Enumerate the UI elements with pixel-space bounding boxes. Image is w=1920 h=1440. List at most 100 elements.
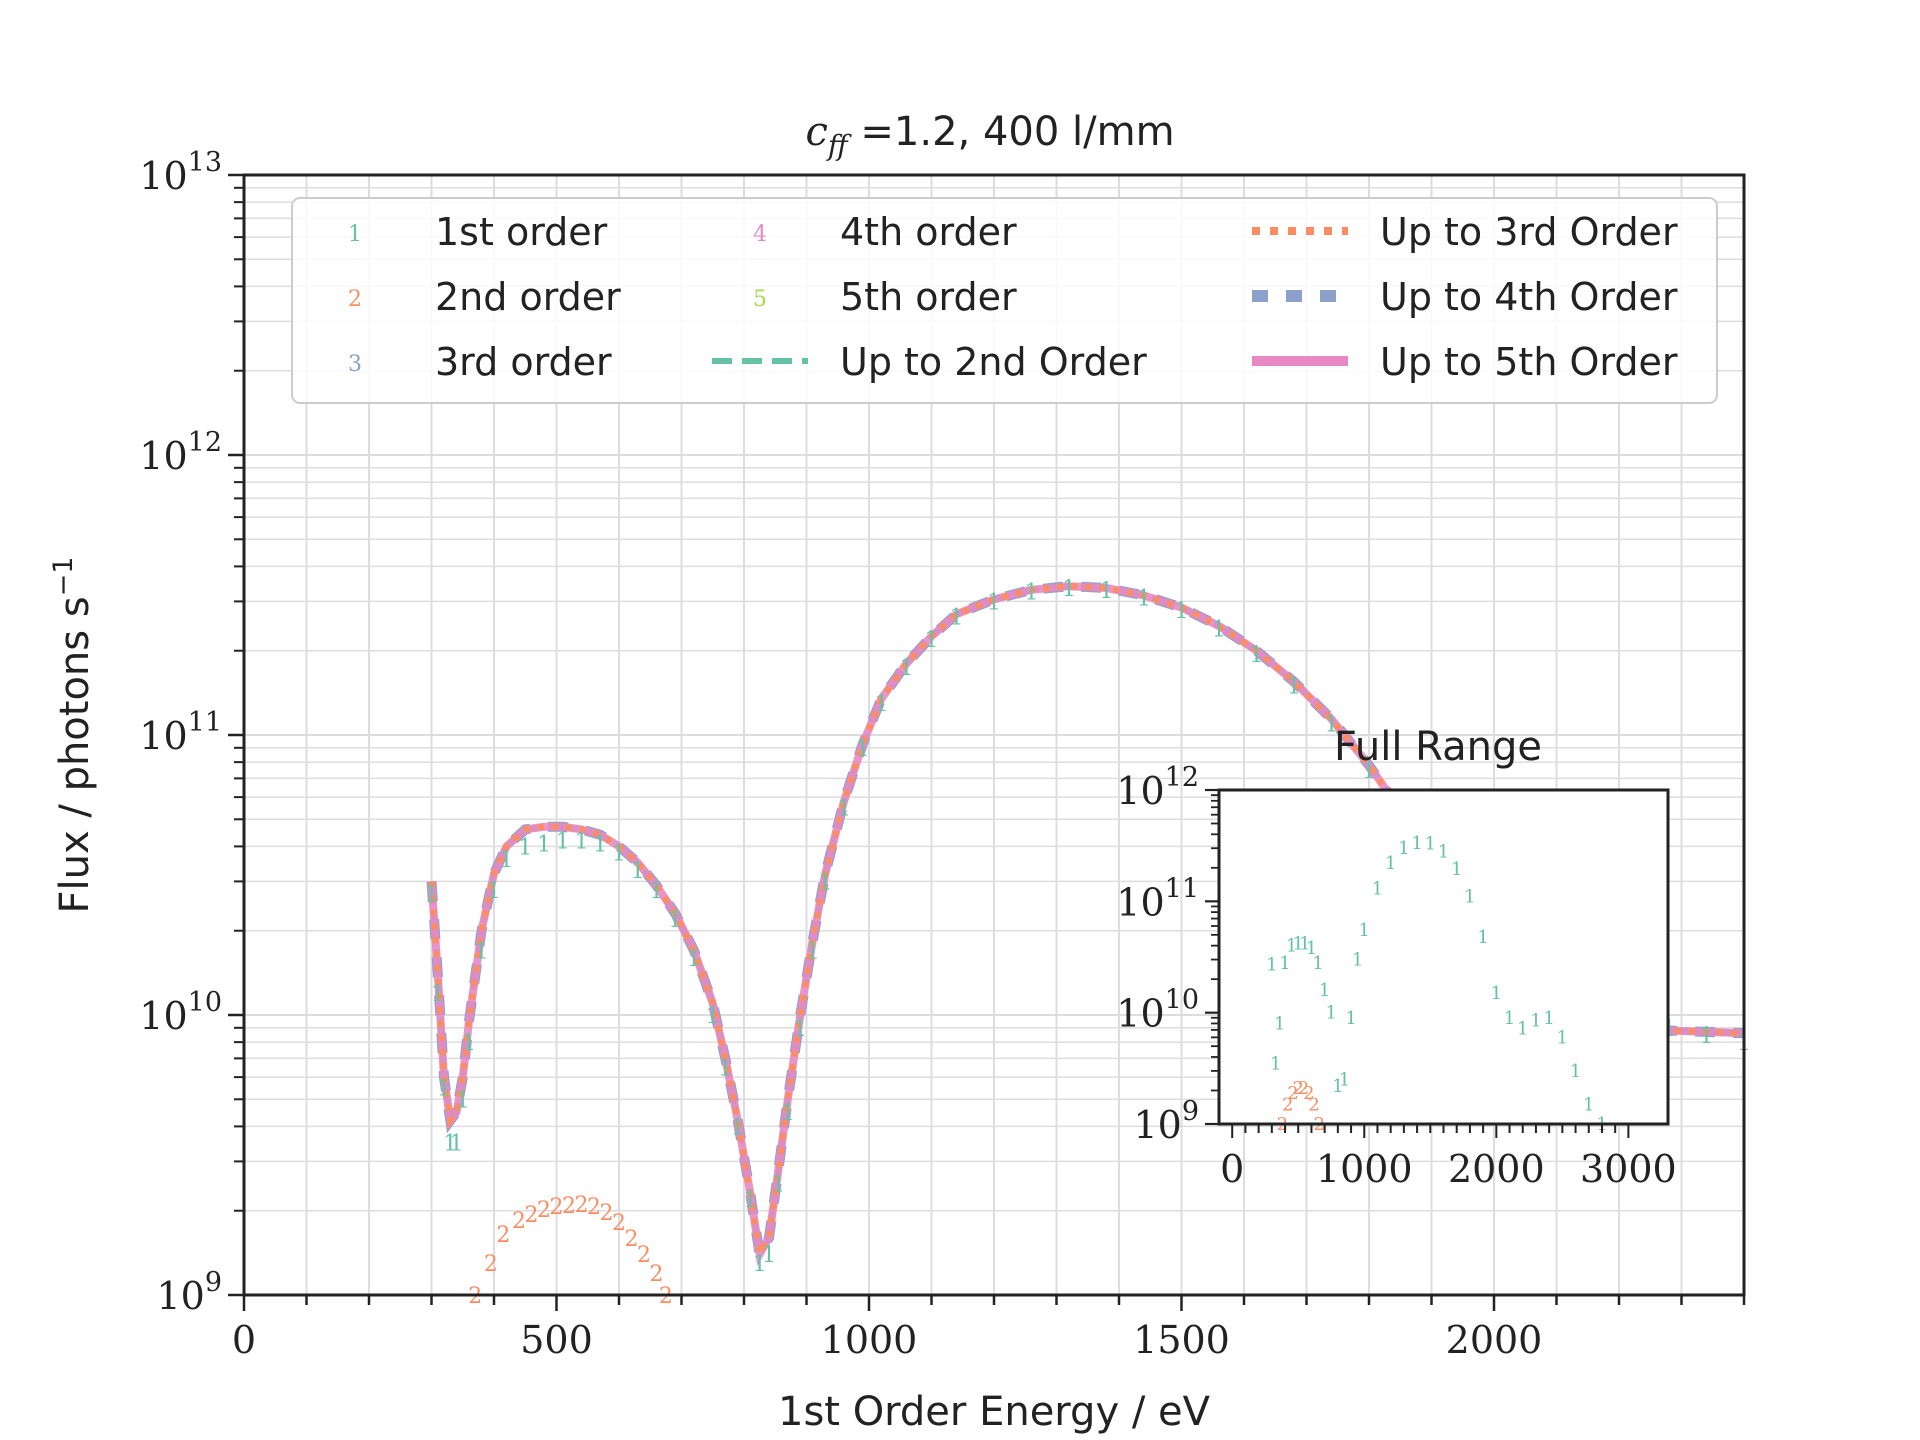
- inset-1st-order-marker: 1: [1339, 1070, 1350, 1091]
- legend-marker-icon: 3: [348, 352, 362, 377]
- 1st-order-marker: 1: [443, 1132, 457, 1157]
- y-axis-label: Flux / photons s−1: [48, 557, 98, 914]
- 1st-order-marker: 1: [518, 835, 532, 860]
- 1st-order-marker: 1: [593, 832, 607, 857]
- inset-y-tick-base: 10: [1116, 769, 1164, 813]
- inset-1st-order-marker: 1: [1352, 950, 1363, 971]
- 2nd-order-marker: 2: [550, 1195, 564, 1220]
- 1st-order-marker: 1: [456, 1088, 470, 1113]
- 2nd-order-marker: 2: [575, 1193, 589, 1218]
- 1st-order-marker: 1: [762, 1243, 776, 1268]
- 1st-order-marker: 1: [425, 883, 439, 908]
- 2nd-order-marker: 2: [512, 1209, 526, 1234]
- inset-1st-order-marker: 1: [1306, 938, 1317, 959]
- y-tick-base: 10: [139, 714, 187, 758]
- legend-label: 5th order: [840, 275, 1017, 319]
- y-tick-label: 1010: [139, 987, 222, 1038]
- title-rest: =1.2, 400 l/mm: [848, 109, 1175, 155]
- 1st-order-marker: 1: [706, 1004, 720, 1029]
- 1st-order-marker: 1: [475, 939, 489, 964]
- inset-1st-order-marker: 1: [1464, 887, 1475, 908]
- 1st-order-marker: 1: [537, 832, 551, 857]
- inset-1st-order-marker: 1: [1293, 933, 1304, 954]
- inset-y-tick-exponent: 10: [1165, 985, 1199, 1016]
- legend-label: Up to 5th Order: [1380, 340, 1678, 384]
- x-tick-label: 1000: [821, 1318, 918, 1362]
- inset-1st-order-marker: 1: [1411, 833, 1422, 854]
- y-axis-label-exponent: −1: [48, 557, 79, 597]
- legend-marker-icon: 4: [753, 222, 767, 247]
- legend-label: 1st order: [435, 210, 608, 254]
- 2nd-order-marker: 2: [525, 1203, 539, 1228]
- 1st-order-marker: 1: [950, 605, 964, 630]
- inset-1st-order-marker: 1: [1517, 1019, 1528, 1040]
- inset-1st-order-marker: 1: [1530, 1011, 1541, 1032]
- 1st-order-marker: 1: [450, 1132, 464, 1157]
- 1st-order-marker: 1: [1100, 579, 1114, 604]
- 1st-order-marker: 1: [1325, 712, 1339, 737]
- chart-title: cff =1.2, 400 l/mm: [805, 109, 1174, 162]
- inset-1st-order-marker: 1: [1491, 983, 1502, 1004]
- 1st-order-marker: 1: [487, 879, 501, 904]
- 1st-order-marker: 1: [575, 829, 589, 854]
- legend-marker-icon: 5: [753, 287, 767, 312]
- 1st-order-marker: 1: [837, 797, 851, 822]
- inset-1st-order-marker: 1: [1345, 1008, 1356, 1029]
- inset-x-tick-label: 3000: [1580, 1147, 1677, 1191]
- inset-1st-order-marker: 1: [1266, 955, 1277, 976]
- 1st-order-marker: 1: [1362, 759, 1376, 784]
- 1st-order-marker: 1: [650, 879, 664, 904]
- y-tick-exponent: 13: [188, 147, 222, 178]
- inset-x-tick-label: 2000: [1448, 1147, 1545, 1191]
- inset-1st-order-marker: 1: [1326, 1003, 1337, 1024]
- inset-background: [1219, 790, 1668, 1124]
- inset-y-tick-exponent: 11: [1165, 873, 1199, 904]
- 1st-order-marker: 1: [437, 1077, 451, 1102]
- legend-marker-icon: 2: [348, 287, 362, 312]
- legend-entry: 4 4th order: [753, 210, 1017, 254]
- y-tick-exponent: 9: [205, 1267, 222, 1298]
- inset-y-tick-label: 1010: [1116, 985, 1199, 1036]
- 1st-order-marker: 1: [925, 628, 939, 653]
- y-tick-label: 1011: [139, 707, 222, 758]
- 1st-order-marker: 1: [1287, 675, 1301, 700]
- legend-label: 4th order: [840, 210, 1017, 254]
- 1st-order-marker: 1: [793, 1017, 807, 1042]
- 1st-order-marker: 1: [1700, 1024, 1714, 1049]
- 1st-order-marker: 1: [1212, 618, 1226, 643]
- legend-marker-icon: 1: [348, 222, 362, 247]
- inset-2nd-order-marker: 2: [1287, 1083, 1298, 1104]
- 1st-order-marker: 1: [987, 590, 1001, 615]
- 1st-order-marker: 1: [900, 656, 914, 681]
- x-tick-label: 2000: [1446, 1318, 1543, 1362]
- y-tick-base: 10: [139, 154, 187, 198]
- title-symbol: c: [805, 109, 827, 155]
- inset-2nd-order-marker: 2: [1298, 1078, 1309, 1099]
- 1st-order-marker: 1: [731, 1115, 745, 1140]
- x-tick-label: 1500: [1133, 1318, 1230, 1362]
- inset-1st-order-marker: 1: [1385, 853, 1396, 874]
- 1st-order-marker: 1: [556, 829, 570, 854]
- legend-entry: 1 1st order: [348, 210, 608, 254]
- 1st-order-marker: 1: [612, 842, 626, 867]
- 2nd-order-marker: 2: [562, 1194, 576, 1219]
- 2nd-order-marker: 2: [496, 1223, 510, 1248]
- y-tick-base: 10: [156, 1274, 204, 1318]
- 1st-order-marker: 1: [753, 1252, 767, 1277]
- 2nd-order-marker: 2: [637, 1243, 651, 1268]
- inset-1st-order-marker: 1: [1319, 980, 1330, 1001]
- legend-label: 3rd order: [435, 340, 612, 384]
- 1st-order-marker: 1: [431, 982, 445, 1007]
- legend-entry: 5 5th order: [753, 275, 1017, 319]
- 1st-order-marker: 1: [1062, 577, 1076, 602]
- 2nd-order-marker: 2: [600, 1201, 614, 1226]
- inset-1st-order-marker: 1: [1543, 1008, 1554, 1029]
- legend-label: Up to 3rd Order: [1380, 210, 1678, 254]
- inset-1st-order-marker: 1: [1583, 1094, 1594, 1115]
- inset-1st-order-marker: 1: [1312, 953, 1323, 974]
- 2nd-order-marker: 2: [484, 1252, 498, 1277]
- 1st-order-marker: 1: [1025, 581, 1039, 606]
- inset-1st-order-marker: 1: [1274, 1013, 1285, 1034]
